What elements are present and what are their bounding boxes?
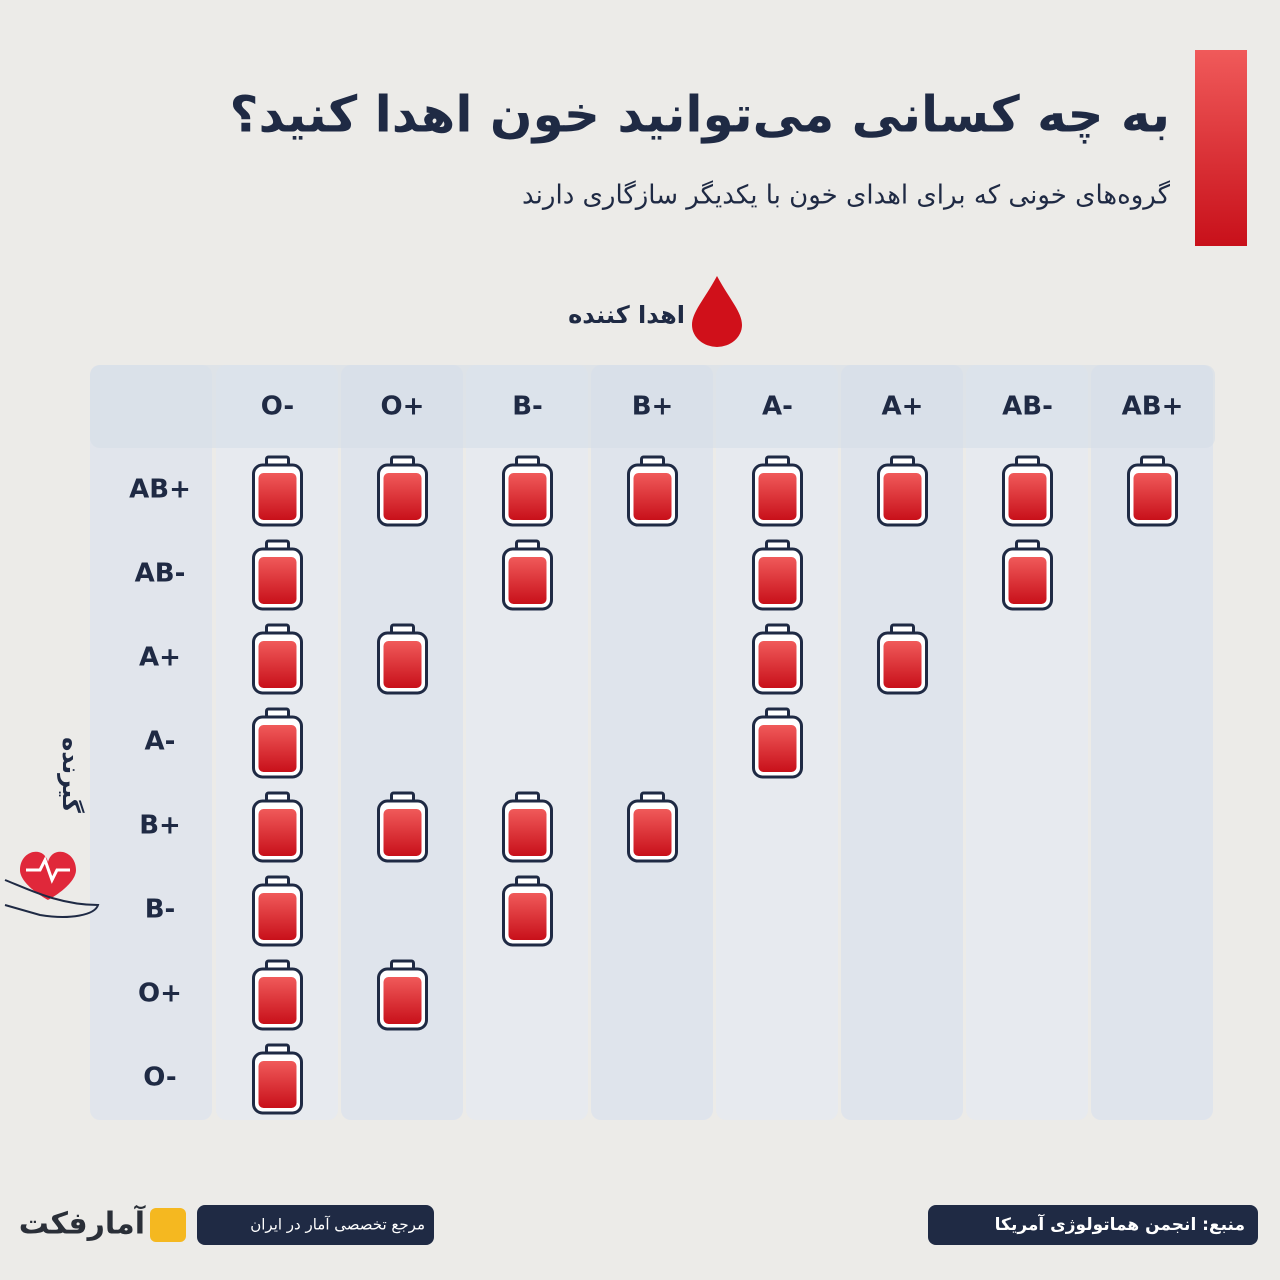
brand: آمارفکت [19, 1205, 146, 1242]
bag-blood [258, 893, 297, 940]
blood-bag [252, 539, 303, 611]
bag-blood [1008, 473, 1047, 520]
row-label: A+ [139, 643, 181, 673]
blood-bag [752, 539, 803, 611]
heart-icon [20, 851, 76, 900]
blood-bag [752, 455, 803, 527]
blood-bag [252, 791, 303, 863]
column-band [966, 365, 1088, 1120]
row-label: AB+ [129, 475, 191, 505]
bag-blood [1133, 473, 1172, 520]
blood-bag [627, 791, 678, 863]
bag-blood [258, 977, 297, 1024]
blood-bag [252, 1043, 303, 1115]
column-band [341, 365, 463, 1120]
bag-blood [383, 809, 422, 856]
bag-blood [1008, 557, 1047, 604]
pulse-icon [26, 856, 70, 884]
column-band [1091, 365, 1213, 1120]
column-band [466, 365, 588, 1120]
row-label: O- [143, 1063, 176, 1093]
blood-bag [377, 791, 428, 863]
bag-blood [258, 1061, 297, 1108]
bag-blood [383, 641, 422, 688]
recipient-label: گیرنده [57, 737, 85, 813]
blood-bag [252, 875, 303, 947]
bag-blood [633, 809, 672, 856]
column-band [591, 365, 713, 1120]
drop-icon [692, 276, 742, 347]
bag-blood [758, 473, 797, 520]
blood-bag [377, 959, 428, 1031]
column-label: AB- [1002, 392, 1053, 422]
blood-bag [502, 791, 553, 863]
bag-blood [633, 473, 672, 520]
blood-bag [1002, 455, 1053, 527]
tagline-box [197, 1205, 434, 1245]
blood-bag [377, 455, 428, 527]
row-label-column [90, 365, 212, 1120]
accent-bar [1195, 50, 1247, 246]
bag-blood [383, 473, 422, 520]
bag-blood [258, 473, 297, 520]
blood-bag [752, 707, 803, 779]
blood-bag [502, 875, 553, 947]
hand-icon [4, 879, 100, 918]
bag-blood [508, 557, 547, 604]
row-label: B- [145, 895, 176, 925]
bag-blood [508, 893, 547, 940]
bag-blood [508, 809, 547, 856]
blood-bag [252, 623, 303, 695]
bag-blood [508, 473, 547, 520]
bag-blood [883, 473, 922, 520]
row-label: B+ [139, 811, 181, 841]
blood-bag [502, 539, 553, 611]
subtitle: گروه‌های خونی که برای اهدای خون با یکدیگ… [522, 180, 1171, 211]
bag-blood [758, 725, 797, 772]
blood-bag [877, 623, 928, 695]
blood-bag [1127, 455, 1178, 527]
column-label: A+ [882, 392, 924, 422]
blood-bag [252, 959, 303, 1031]
header-row [90, 365, 1215, 448]
row-label: O+ [138, 979, 182, 1009]
blood-bag [252, 455, 303, 527]
bag-blood [383, 977, 422, 1024]
blood-bag [377, 623, 428, 695]
column-label: B+ [632, 392, 674, 422]
source-box [928, 1205, 1258, 1245]
row-label: A- [145, 727, 176, 757]
source: منبع: انجمن هماتولوژی آمریکا [995, 1213, 1245, 1235]
blood-bag [752, 623, 803, 695]
tagline: مرجع تخصصی آمار در ایران [250, 1216, 425, 1234]
column-label: O- [261, 392, 294, 422]
bag-blood [883, 641, 922, 688]
bag-blood [758, 641, 797, 688]
column-band [841, 365, 963, 1120]
column-label: AB+ [1122, 392, 1184, 422]
bag-blood [758, 557, 797, 604]
blood-bag [627, 455, 678, 527]
bag-blood [258, 557, 297, 604]
blood-bag [252, 707, 303, 779]
blood-bag [877, 455, 928, 527]
bag-blood [258, 725, 297, 772]
column-label: O+ [381, 392, 425, 422]
bag-blood [258, 641, 297, 688]
blood-bag [1002, 539, 1053, 611]
column-label: B- [512, 392, 543, 422]
title: به چه کسانی می‌توانید خون اهدا کنید؟ [229, 86, 1170, 145]
donor-label: اهدا کننده [568, 301, 685, 329]
column-label: A- [762, 392, 793, 422]
row-label: AB- [135, 559, 186, 589]
table: O- O+ B- B+ A- A+ AB- AB+ AB+ AB- A+ A- B+ B- O+ O- [90, 365, 1215, 1120]
logo-mark [150, 1208, 186, 1242]
bag-blood [258, 809, 297, 856]
blood-bag [502, 455, 553, 527]
